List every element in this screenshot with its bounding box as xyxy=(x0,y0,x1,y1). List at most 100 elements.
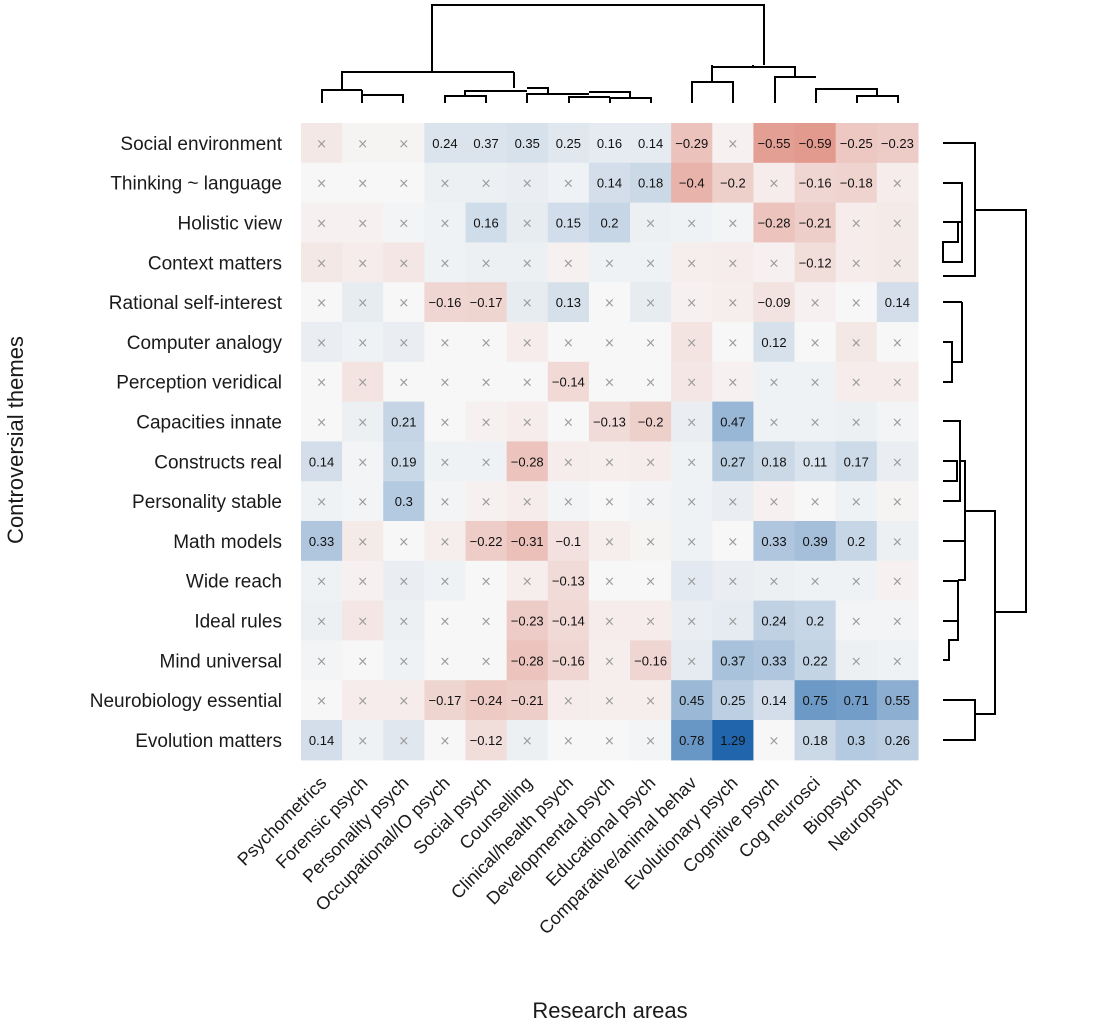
heatmap-cell xyxy=(671,361,713,403)
cell-value-label: 0.71 xyxy=(844,693,869,708)
heatmap-cell xyxy=(342,521,384,562)
cell-value-label: 0.39 xyxy=(802,534,827,549)
cell-nonsignificant-mark: × xyxy=(439,734,450,749)
heatmap-cell xyxy=(547,202,590,243)
heatmap-cell xyxy=(835,123,878,164)
heatmap-cell xyxy=(383,162,425,204)
heatmap-cell xyxy=(301,560,343,602)
cell-nonsignificant-mark: × xyxy=(481,575,492,590)
cell-nonsignificant-mark: × xyxy=(892,615,903,630)
cell-nonsignificant-mark: × xyxy=(563,694,574,709)
heatmap-cell xyxy=(342,202,384,243)
heatmap-cell xyxy=(547,162,590,204)
cell-nonsignificant-mark: × xyxy=(645,296,656,311)
heatmap-cell xyxy=(671,720,713,761)
heatmap-cell xyxy=(342,282,384,323)
cell-nonsignificant-mark: × xyxy=(357,455,368,470)
cell-value-label: 0.25 xyxy=(556,136,581,151)
cell-nonsignificant-mark: × xyxy=(316,137,327,152)
cell-nonsignificant-mark: × xyxy=(769,177,780,192)
cell-nonsignificant-mark: × xyxy=(522,336,533,351)
cell-value-label: −0.23 xyxy=(511,614,544,629)
heatmap-cell xyxy=(383,680,425,721)
cell-value-label: −0.17 xyxy=(428,693,461,708)
cell-value-label: 0.78 xyxy=(679,733,704,748)
heatmap-cell xyxy=(671,242,713,283)
cell-value-label: −0.29 xyxy=(675,136,708,151)
cell-nonsignificant-mark: × xyxy=(645,495,656,510)
heatmap-cell xyxy=(835,720,878,761)
heatmap-cell xyxy=(712,640,755,681)
cell-value-label: 0.55 xyxy=(885,693,910,708)
cell-nonsignificant-mark: × xyxy=(892,376,903,391)
cell-nonsignificant-mark: × xyxy=(851,416,862,431)
heatmap-cell xyxy=(465,720,508,761)
cell-nonsignificant-mark: × xyxy=(727,137,738,152)
heatmap-cell xyxy=(630,401,672,442)
heatmap-cell xyxy=(424,600,467,641)
column-dendrogram xyxy=(321,4,899,103)
cell-nonsignificant-mark: × xyxy=(769,495,780,510)
heatmap-cell xyxy=(506,680,549,721)
heatmap-cell xyxy=(835,560,878,602)
heatmap-cell xyxy=(506,600,549,641)
heatmap-cell xyxy=(301,640,343,681)
heatmap-cell xyxy=(794,640,837,681)
heatmap-cell xyxy=(753,441,796,482)
heatmap-cell xyxy=(506,401,549,442)
heatmap-cell xyxy=(712,162,755,204)
heatmap-cell xyxy=(588,560,631,602)
cell-nonsignificant-mark: × xyxy=(316,376,327,391)
heatmap-cell xyxy=(588,521,631,562)
heatmap-cell xyxy=(424,282,467,323)
cell-nonsignificant-mark: × xyxy=(604,495,615,510)
cell-nonsignificant-mark: × xyxy=(686,495,697,510)
cell-nonsignificant-mark: × xyxy=(398,256,409,271)
cell-nonsignificant-mark: × xyxy=(563,416,574,431)
cell-nonsignificant-mark: × xyxy=(357,734,368,749)
cell-nonsignificant-mark: × xyxy=(645,256,656,271)
heatmap-cell xyxy=(671,481,713,522)
heatmap-cell xyxy=(424,640,467,681)
heatmap-cell xyxy=(712,401,755,442)
cell-value-label: 0.2 xyxy=(847,534,865,549)
heatmap-cell xyxy=(301,162,343,204)
cell-value-label: −0.22 xyxy=(470,534,503,549)
heatmap-cell xyxy=(835,640,878,681)
heatmap-cell xyxy=(712,600,755,641)
heatmap-cell xyxy=(424,242,467,283)
heatmap-cell xyxy=(712,441,755,482)
cell-nonsignificant-mark: × xyxy=(357,694,368,709)
cell-nonsignificant-mark: × xyxy=(522,575,533,590)
cell-nonsignificant-mark: × xyxy=(439,535,450,550)
cell-nonsignificant-mark: × xyxy=(481,615,492,630)
cell-nonsignificant-mark: × xyxy=(522,495,533,510)
heatmap-cell xyxy=(630,560,672,602)
heatmap-cell xyxy=(794,242,837,283)
cell-nonsignificant-mark: × xyxy=(563,734,574,749)
cell-nonsignificant-mark: × xyxy=(810,575,821,590)
cell-nonsignificant-mark: × xyxy=(398,734,409,749)
heatmap-cell xyxy=(630,282,672,323)
heatmap-cell xyxy=(424,322,467,363)
cell-nonsignificant-mark: × xyxy=(645,694,656,709)
cell-value-label: −0.21 xyxy=(511,693,544,708)
cell-nonsignificant-mark: × xyxy=(604,376,615,391)
cell-nonsignificant-mark: × xyxy=(892,336,903,351)
cell-value-label: 0.37 xyxy=(720,653,745,668)
cell-nonsignificant-mark: × xyxy=(563,455,574,470)
cell-nonsignificant-mark: × xyxy=(481,416,492,431)
heatmap-cell xyxy=(588,680,631,721)
cell-value-label: 0.45 xyxy=(679,693,704,708)
cell-value-label: −0.28 xyxy=(511,454,544,469)
heatmap-cell xyxy=(301,123,343,164)
cell-nonsignificant-mark: × xyxy=(398,615,409,630)
cell-nonsignificant-mark: × xyxy=(810,416,821,431)
heatmap-cell xyxy=(342,481,384,522)
cell-nonsignificant-mark: × xyxy=(398,694,409,709)
cell-nonsignificant-mark: × xyxy=(439,376,450,391)
heatmap-cell xyxy=(712,202,755,243)
cell-value-label: −0.2 xyxy=(720,176,746,191)
heatmap-cell xyxy=(835,361,878,403)
